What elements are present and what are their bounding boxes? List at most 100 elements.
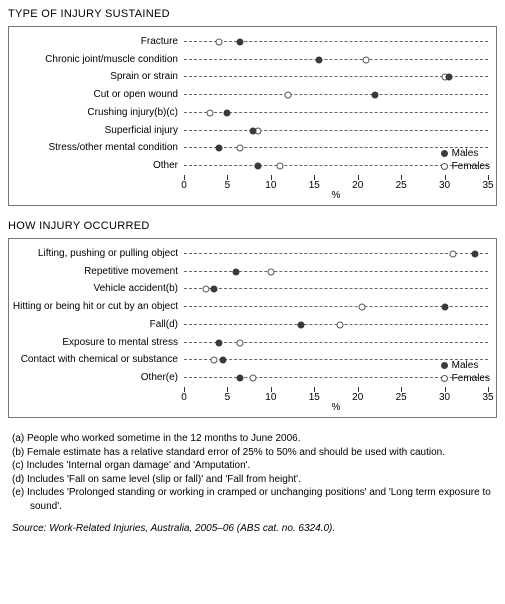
marker-female (276, 163, 283, 170)
marker-male (254, 163, 261, 170)
marker-male (441, 304, 448, 311)
plot-area: Fracture Chronic joint/muscle condition Sp… (8, 26, 497, 206)
footnote-line: (d) Includes 'Fall on same level (slip o… (12, 473, 493, 487)
marker-male (315, 56, 322, 63)
marker-female (202, 286, 209, 293)
x-tick-label: 15 (309, 180, 320, 191)
marker-male (471, 250, 478, 257)
x-axis-label: % (332, 402, 341, 413)
marker-male (298, 321, 305, 328)
marker-male (250, 127, 257, 134)
marker-male (224, 109, 231, 116)
row-label: Other (153, 160, 178, 171)
x-axis: 05101520253035% (184, 175, 488, 199)
marker-male (237, 38, 244, 45)
chart-title: HOW INJURY OCCURRED (8, 220, 497, 232)
marker-female (211, 357, 218, 364)
x-tick-label: 25 (396, 392, 407, 403)
row-label: Fall(d) (150, 319, 178, 330)
marker-male (220, 357, 227, 364)
chart-block: TYPE OF INJURY SUSTAINED Fracture Chronic … (8, 8, 497, 206)
marker-male (445, 74, 452, 81)
legend-label-male: Males (452, 359, 479, 372)
x-tick-label: 35 (482, 180, 493, 191)
row-label: Fracture (141, 36, 178, 47)
legend-row-male: Males (441, 147, 490, 160)
marker-male (215, 339, 222, 346)
row-label: Hitting or being hit or cut by an object (13, 301, 178, 312)
legend-label-female: Females (452, 160, 490, 173)
row-gridline (184, 288, 488, 289)
footnotes: (a) People who worked sometime in the 12… (8, 432, 497, 513)
row-gridline (184, 342, 488, 343)
x-tick-label: 0 (181, 392, 187, 403)
marker-female (237, 339, 244, 346)
legend-row-female: Females (441, 160, 490, 173)
marker-male (372, 92, 379, 99)
marker-male (233, 268, 240, 275)
x-tick-label: 0 (181, 180, 187, 191)
row-gridline (184, 59, 488, 60)
marker-female (363, 56, 370, 63)
row-label: Vehicle accident(b) (94, 283, 179, 294)
marker-female (337, 321, 344, 328)
legend-swatch-female (441, 163, 448, 170)
row-label: Repetitive movement (84, 266, 178, 277)
marker-male (215, 145, 222, 152)
legend: MalesFemales (441, 147, 490, 173)
x-tick-label: 10 (265, 392, 276, 403)
row-gridline (184, 130, 488, 131)
legend-swatch-female (441, 375, 448, 382)
marker-female (207, 109, 214, 116)
row-gridline (184, 271, 488, 272)
x-tick-label: 20 (352, 392, 363, 403)
marker-male (237, 375, 244, 382)
footnote-line: (b) Female estimate has a relative stand… (12, 446, 493, 460)
row-label: Other(e) (141, 372, 178, 383)
marker-female (237, 145, 244, 152)
row-label: Chronic joint/muscle condition (45, 54, 178, 65)
x-tick-label: 10 (265, 180, 276, 191)
x-tick-label: 35 (482, 392, 493, 403)
chart-title: TYPE OF INJURY SUSTAINED (8, 8, 497, 20)
marker-female (359, 304, 366, 311)
marker-female (215, 38, 222, 45)
row-label: Crushing injury(b)(c) (87, 107, 178, 118)
source-line: Source: Work-Related Injuries, Australia… (8, 523, 497, 534)
row-label: Exposure to mental stress (62, 337, 178, 348)
legend-swatch-male (441, 362, 448, 369)
chart-block: HOW INJURY OCCURRED Lifting, pushing or p… (8, 220, 497, 418)
x-tick-label: 5 (225, 392, 231, 403)
legend-swatch-male (441, 150, 448, 157)
row-gridline (184, 253, 488, 254)
row-label: Stress/other mental condition (48, 142, 178, 153)
x-tick-label: 25 (396, 180, 407, 191)
legend-row-male: Males (441, 359, 490, 372)
footnote-line: (a) People who worked sometime in the 12… (12, 432, 493, 446)
footnote-line: (c) Includes 'Internal organ damage' and… (12, 459, 493, 473)
row-label: Contact with chemical or substance (21, 354, 178, 365)
footnote-line: (e) Includes 'Prolonged standing or work… (12, 486, 493, 513)
row-gridline (184, 41, 488, 42)
x-tick-label: 30 (439, 392, 450, 403)
legend: MalesFemales (441, 359, 490, 385)
x-tick-label: 30 (439, 180, 450, 191)
marker-female (285, 92, 292, 99)
marker-female (250, 375, 257, 382)
row-label: Superficial injury (105, 125, 178, 136)
legend-label-male: Males (452, 147, 479, 160)
x-tick-label: 5 (225, 180, 231, 191)
x-tick-label: 20 (352, 180, 363, 191)
x-axis-label: % (332, 190, 341, 201)
marker-male (211, 286, 218, 293)
row-gridline (184, 94, 488, 95)
row-label: Cut or open wound (93, 89, 178, 100)
marker-female (267, 268, 274, 275)
x-tick-label: 15 (309, 392, 320, 403)
legend-label-female: Females (452, 372, 490, 385)
row-label: Sprain or strain (110, 71, 178, 82)
x-axis: 05101520253035% (184, 387, 488, 411)
marker-female (450, 250, 457, 257)
plot-area: Lifting, pushing or pulling objectRepeti… (8, 238, 497, 418)
legend-row-female: Females (441, 372, 490, 385)
